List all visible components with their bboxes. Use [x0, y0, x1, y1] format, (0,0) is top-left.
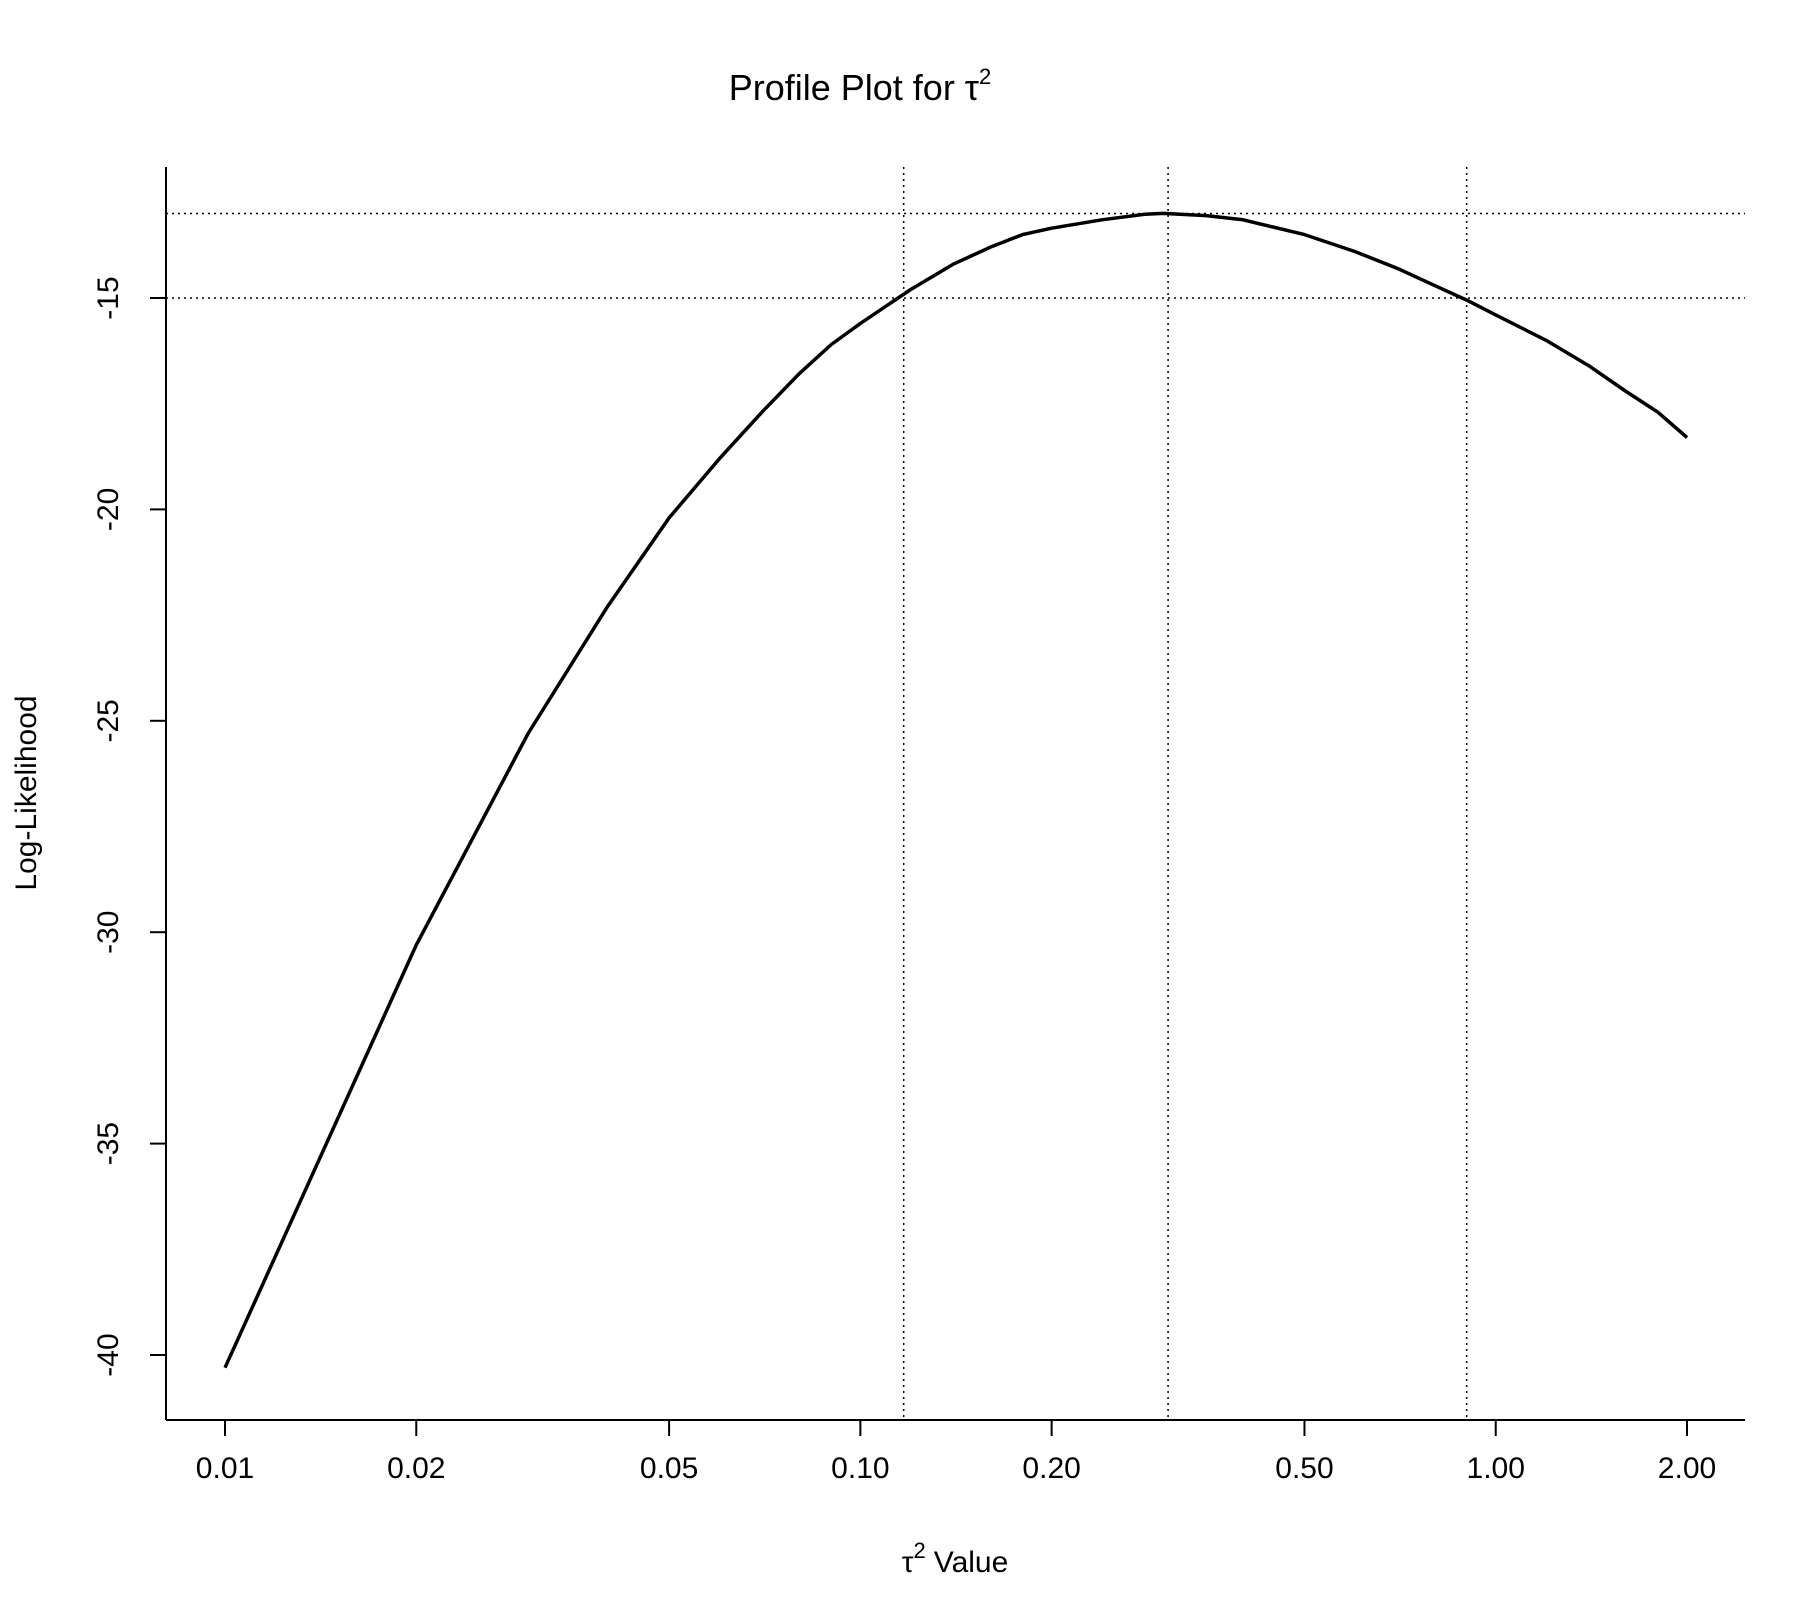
x-axis-label-main: Value — [934, 1546, 1009, 1579]
y-tick-label: -40 — [92, 1333, 125, 1376]
x-axis-label-prefix: τ — [902, 1546, 914, 1579]
x-tick-label: 1.00 — [1467, 1452, 1525, 1485]
y-tick-label: -35 — [92, 1122, 125, 1165]
x-axis-label-superscript: 2 — [914, 1538, 926, 1563]
x-tick-label: 0.05 — [640, 1452, 698, 1485]
chart-title-main: Profile Plot for τ — [729, 67, 979, 108]
series-line-0 — [223, 211, 1689, 1369]
y-tick-label: -30 — [92, 911, 125, 954]
chart-title: Profile Plot for τ2 — [729, 64, 992, 108]
x-tick-label: 0.20 — [1022, 1452, 1080, 1485]
y-tick-label: -25 — [92, 699, 125, 742]
x-tick-label: 0.01 — [196, 1452, 254, 1485]
chart-title-text: Profile Plot for τ2 — [729, 64, 992, 108]
x-tick-label: 2.00 — [1658, 1452, 1716, 1485]
series-layer — [223, 211, 1689, 1369]
y-tick-label: -20 — [92, 488, 125, 531]
reference-lines — [166, 167, 1745, 1420]
chart-title-superscript: 2 — [979, 64, 991, 89]
x-tick-label: 0.02 — [387, 1452, 445, 1485]
x-tick-label: 0.10 — [831, 1452, 889, 1485]
x-tick-label: 0.50 — [1275, 1452, 1333, 1485]
y-axis-label: Log-Likelihood — [10, 695, 43, 890]
x-axis-label: τ2 Value — [902, 1538, 1009, 1579]
x-axis-ticks: 0.01 0.02 0.05 0.10 0.20 0.50 1.00 2.00 — [196, 1420, 1716, 1485]
y-axis-ticks: -40 -35 -30 -25 -20 -15 — [92, 276, 166, 1377]
axes — [165, 167, 1745, 1421]
y-tick-label: -15 — [92, 276, 125, 319]
